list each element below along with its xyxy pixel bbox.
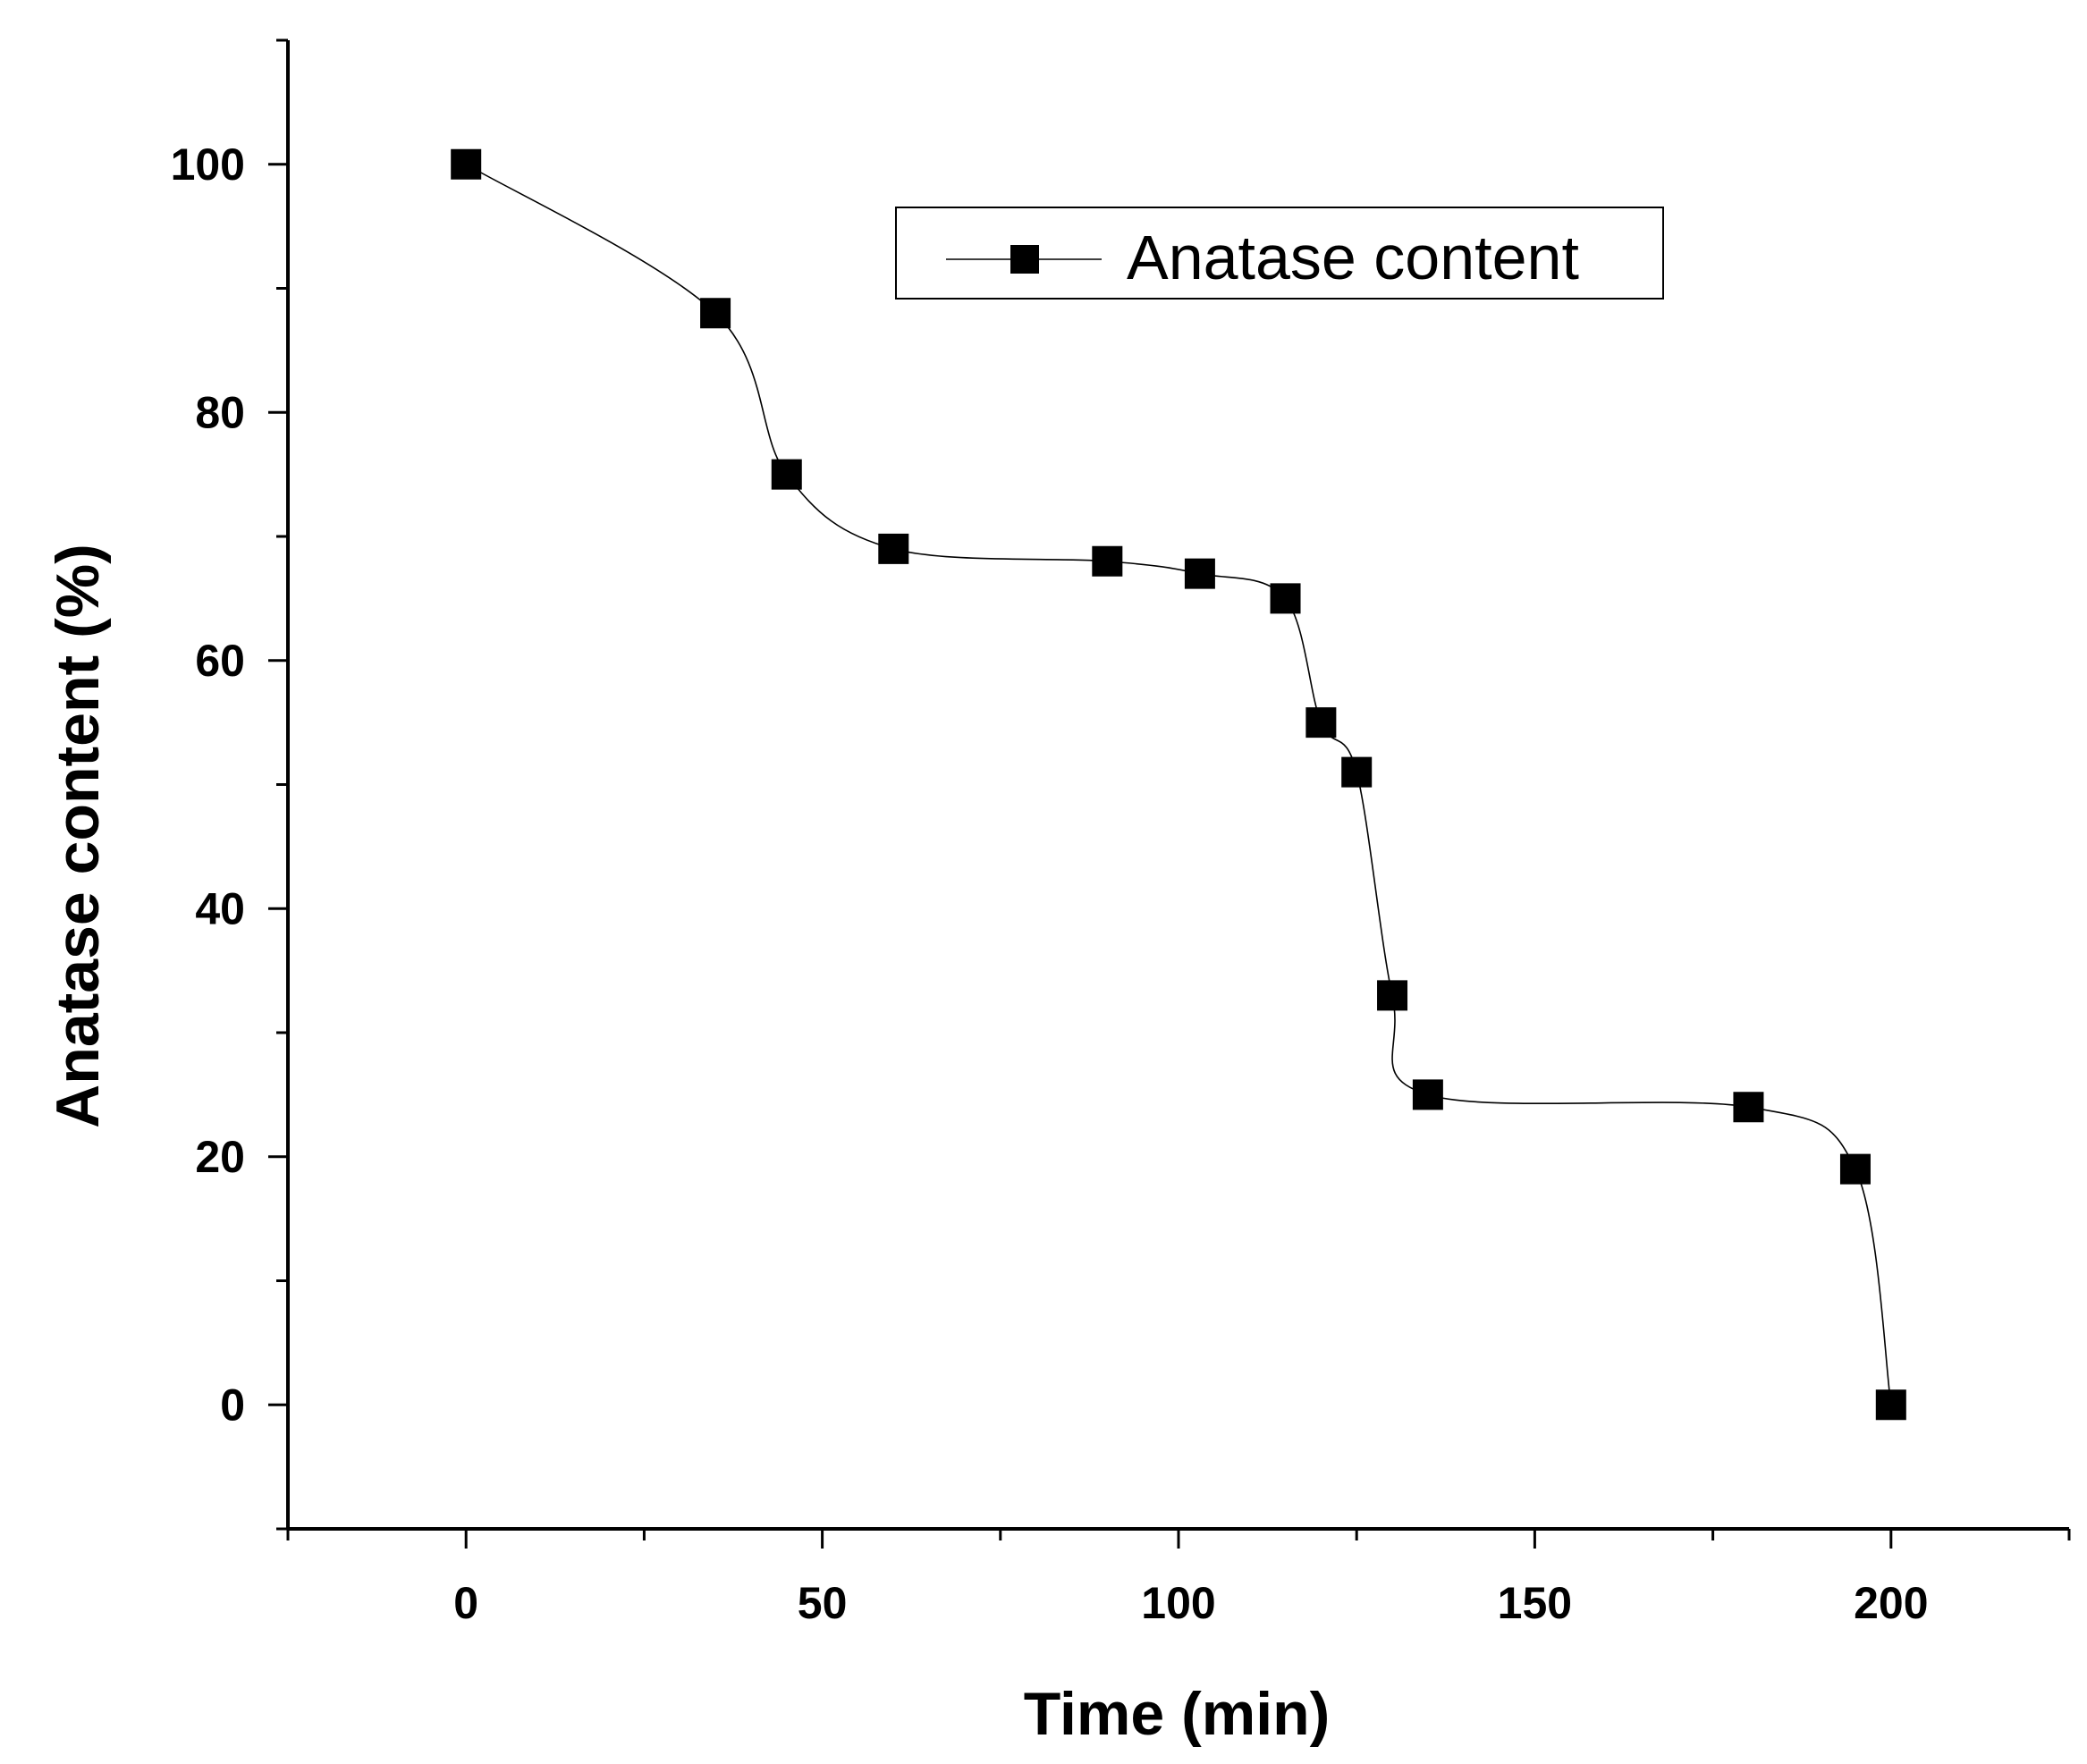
legend-label: Anatase content	[1127, 223, 1579, 292]
y-tick-label: 40	[195, 883, 245, 933]
x-tick-label: 150	[1498, 1578, 1572, 1628]
ticks	[268, 38, 2071, 1549]
data-point	[1341, 756, 1373, 788]
data-point	[1092, 545, 1123, 577]
data-point	[1875, 1389, 1906, 1421]
data-point	[1270, 583, 1301, 614]
data-point	[1733, 1092, 1764, 1123]
data-markers	[451, 148, 1906, 1421]
y-tick-label: 20	[195, 1132, 245, 1182]
x-tick-label: 100	[1141, 1578, 1215, 1628]
y-tick-label: 80	[195, 387, 245, 437]
series-fit-curve	[465, 164, 1892, 1405]
data-point	[1305, 707, 1337, 739]
x-tick-label: 200	[1854, 1578, 1928, 1628]
data-point	[771, 459, 802, 490]
data-point	[1184, 558, 1215, 589]
y-axis-title: Anatase content (%)	[44, 544, 112, 1128]
y-tick-label: 100	[171, 139, 245, 190]
data-point	[1377, 980, 1408, 1011]
legend-marker	[1010, 245, 1039, 274]
y-tick-label: 0	[220, 1380, 245, 1430]
data-point	[700, 298, 731, 329]
y-tick-label: 60	[195, 636, 245, 686]
x-axis-title: Time (min)	[1024, 1680, 1331, 1748]
tick-labels: 0 50 100 150 200 0 20 40 60 80 100	[171, 139, 1929, 1628]
data-point	[1839, 1153, 1871, 1185]
data-point	[451, 148, 482, 180]
data-point	[878, 533, 909, 564]
data-point	[1412, 1079, 1443, 1110]
legend: Anatase content	[895, 207, 1664, 300]
x-tick-label: 50	[798, 1578, 848, 1628]
x-tick-label: 0	[453, 1578, 478, 1628]
